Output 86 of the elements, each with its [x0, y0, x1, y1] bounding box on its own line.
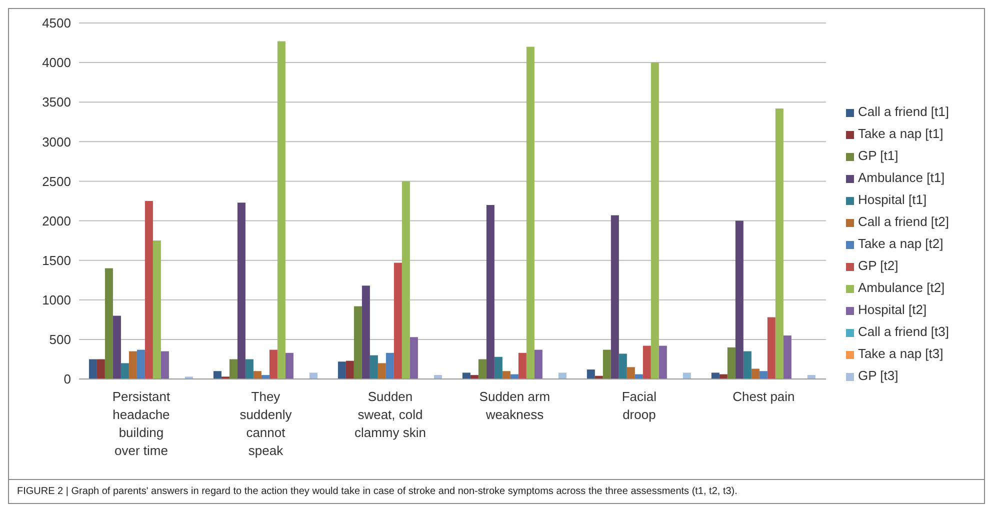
- bar: [338, 362, 346, 379]
- bar: [394, 262, 402, 379]
- bar: [277, 41, 286, 379]
- y-tick-label: 2000: [42, 213, 71, 228]
- bar: [735, 220, 744, 379]
- bar: [346, 360, 354, 379]
- bar: [682, 372, 691, 379]
- bar: [245, 359, 254, 379]
- legend-label: Take a nap [t2]: [858, 236, 944, 251]
- bar: [96, 359, 105, 379]
- legend-label: Ambulance [t1]: [858, 170, 945, 185]
- bar: [518, 352, 526, 379]
- bar: [269, 350, 278, 379]
- y-tick-label: 3000: [42, 134, 71, 150]
- legend-label: Call a friend [t2]: [858, 214, 949, 229]
- x-tick-label: They suddenly cannot speak: [240, 389, 292, 458]
- bar: [144, 201, 153, 379]
- bar: [136, 350, 145, 379]
- bar: [759, 371, 768, 379]
- bar: [354, 306, 362, 379]
- x-tick-label: Chest pain: [732, 389, 795, 404]
- bar: [402, 181, 410, 379]
- y-tick-label: 1000: [42, 292, 71, 308]
- y-tick-label: 4000: [42, 55, 71, 70]
- bar: [370, 355, 378, 379]
- bar: [610, 215, 619, 379]
- bar: [534, 350, 542, 379]
- bar: [152, 240, 161, 379]
- bar: [378, 363, 386, 379]
- bar: [751, 368, 760, 379]
- y-tick-label: 500: [49, 332, 71, 348]
- bar: [253, 371, 262, 379]
- legend-label: Take a nap [t1]: [858, 126, 944, 141]
- legend-label: GP [t3]: [858, 368, 898, 383]
- bar: [626, 367, 635, 379]
- y-tick-label: 4500: [42, 16, 71, 31]
- y-tick-label: 1500: [42, 252, 71, 268]
- legend-label: Hospital [t1]: [858, 192, 927, 207]
- legend-label: GP [t2]: [858, 258, 898, 273]
- bar: [767, 317, 776, 379]
- bar: [309, 372, 318, 379]
- bar: [650, 62, 659, 379]
- bar: [711, 372, 720, 379]
- bar: [410, 337, 418, 379]
- legend-label: Ambulance [t2]: [858, 280, 945, 295]
- bar: [586, 370, 595, 379]
- bar: [526, 46, 534, 379]
- bar: [783, 335, 792, 379]
- bar: [727, 347, 736, 379]
- y-tick-label: 3500: [42, 94, 71, 110]
- bar: [237, 202, 246, 379]
- bar: [229, 359, 238, 379]
- legend-label: Hospital [t2]: [858, 302, 927, 317]
- bar: [486, 204, 494, 379]
- legend-label: Call a friend [t1]: [858, 104, 949, 119]
- x-tick-label: Persistant headache building over time: [112, 389, 171, 458]
- bar: [160, 351, 169, 379]
- y-tick-label: 0: [64, 372, 71, 387]
- legend-label: Take a nap [t3]: [858, 346, 944, 361]
- bar: [120, 363, 129, 379]
- bar: [213, 371, 222, 379]
- bar: [743, 351, 752, 379]
- bar: [602, 350, 611, 379]
- bar: [88, 359, 97, 379]
- caption: FIGURE 2 | Graph of parents' answers in regard to the action they would take in case of stroke and non-stroke symptoms across the three assessments (t1, t2, t3).: [17, 486, 738, 497]
- bar: [775, 108, 784, 379]
- bar: [642, 346, 651, 379]
- bar: [104, 268, 113, 379]
- bar: [285, 352, 294, 379]
- x-tick-label: Facial droop: [622, 389, 657, 422]
- bar: [618, 354, 627, 379]
- legend-label: Call a friend [t3]: [858, 324, 949, 339]
- legend-label: GP [t1]: [858, 148, 898, 163]
- bar: [502, 371, 510, 379]
- bar: [112, 316, 121, 379]
- x-tick-label: Sudden sweat, cold clammy skin: [354, 389, 426, 440]
- bar: [462, 372, 470, 379]
- bar: [386, 352, 394, 379]
- bar: [494, 356, 502, 379]
- bar: [362, 286, 370, 379]
- bar: [128, 351, 137, 379]
- x-tick-label: Sudden arm weakness: [479, 389, 550, 422]
- bar: [478, 359, 486, 379]
- y-tick-label: 2500: [42, 174, 71, 189]
- bar: [558, 372, 566, 379]
- bar: [658, 346, 667, 379]
